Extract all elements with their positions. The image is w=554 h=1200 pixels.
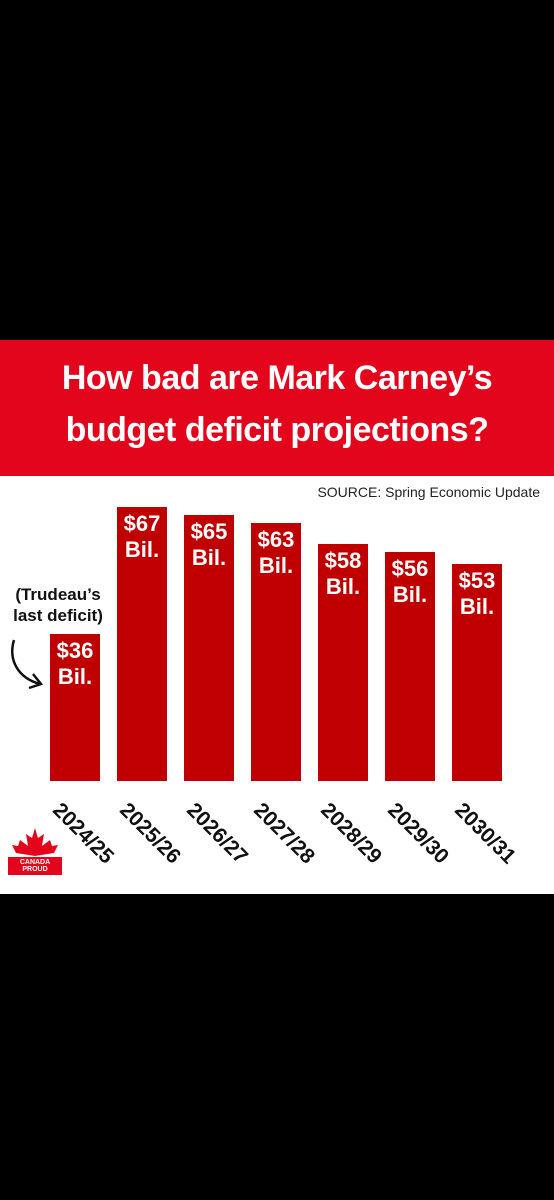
bar xyxy=(184,515,234,781)
bar xyxy=(50,633,100,781)
maple-leaf xyxy=(12,828,58,856)
arrow-head xyxy=(28,673,44,690)
annotation: (Trudeau’s last deficit) xyxy=(13,585,103,625)
value-label: $63 Bil. xyxy=(257,527,295,579)
header-band xyxy=(0,340,554,476)
value-label: $36 Bil. xyxy=(56,637,94,689)
annotation-arrow xyxy=(11,639,41,686)
bar xyxy=(117,507,167,781)
value-label: $53 Bil. xyxy=(458,568,496,620)
logo-text: CANADA PROUD xyxy=(8,857,62,875)
value-label: $65 Bil. xyxy=(190,519,228,571)
bar xyxy=(318,543,368,781)
chart-title: How bad are Mark Carney’s budget deficit… xyxy=(61,359,493,449)
value-label: $56 Bil. xyxy=(391,555,429,607)
value-label: $58 Bil. xyxy=(324,547,362,599)
bar xyxy=(251,523,301,781)
source-note: SOURCE: Spring Economic Update xyxy=(317,484,540,500)
bar xyxy=(452,564,502,781)
value-label: $67 Bil. xyxy=(123,511,161,562)
bar xyxy=(385,551,435,781)
